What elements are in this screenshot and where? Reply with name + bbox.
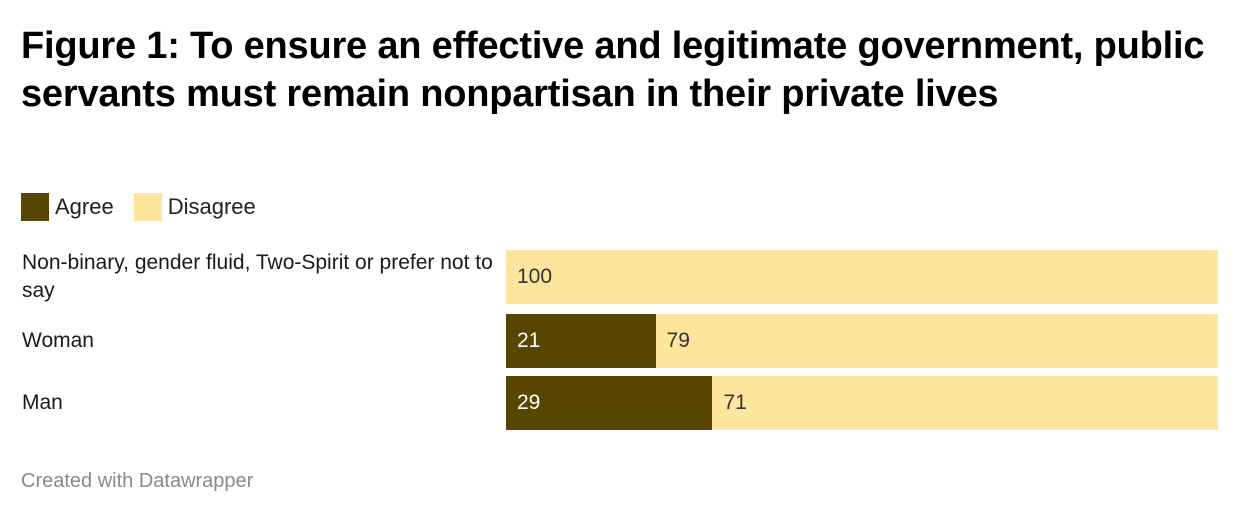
legend-label-agree: Agree	[55, 194, 114, 219]
bar-disagree-0	[506, 250, 1218, 304]
bar-agree-2	[506, 376, 713, 430]
bar-value-label: 100	[517, 265, 553, 288]
bar-value-label: 71	[723, 391, 747, 414]
row-label: Woman	[22, 329, 94, 352]
bar-value-label: 21	[517, 329, 541, 352]
bar-agree-1	[506, 314, 656, 368]
row-label: Man	[22, 391, 63, 414]
legend-item-agree: Agree	[21, 193, 114, 221]
legend-label-disagree: Disagree	[167, 194, 256, 219]
legend-item-disagree: Disagree	[133, 193, 256, 221]
chart-title: Figure 1: To ensure an effective and leg…	[21, 25, 1205, 115]
bar-value-label: 29	[517, 391, 541, 414]
footer-credit: Created with Datawrapper	[21, 470, 254, 492]
legend-swatch-disagree	[133, 193, 162, 221]
bar-disagree-1	[655, 314, 1218, 368]
bar-disagree-2	[712, 376, 1218, 430]
legend-swatch-agree	[21, 193, 49, 221]
legend: Agree Disagree	[21, 193, 276, 221]
row-label: Non-binary, gender fluid, Two-Spirit or …	[22, 251, 493, 302]
bar-value-label: 79	[666, 329, 690, 352]
